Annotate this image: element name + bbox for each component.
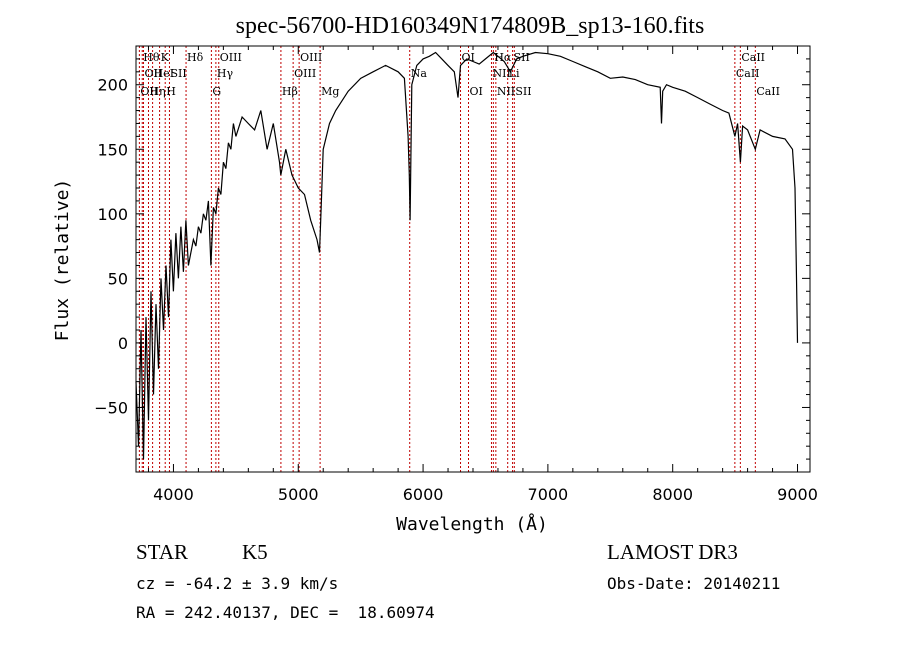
marker-label: Hη	[149, 85, 165, 98]
x-axis: 4000 5000 6000 7000 8000 9000	[147, 46, 818, 504]
redshift-velocity: cz = -64.2 ± 3.9 km/s	[136, 574, 339, 593]
marker-label: K	[161, 51, 170, 64]
x-tick-label: 8000	[652, 485, 693, 504]
marker-label: CaII	[741, 51, 765, 64]
marker-label: G	[212, 85, 221, 98]
spectrum-line	[135, 51, 799, 460]
marker-label: Hγ	[217, 67, 234, 80]
x-tick-label: 7000	[528, 485, 569, 504]
x-tick-label: 4000	[153, 485, 194, 504]
observation-date: Obs-Date: 20140211	[607, 574, 781, 593]
y-axis-label: Flux (relative)	[52, 179, 73, 342]
marker-label: SII	[170, 67, 186, 80]
y-tick-label: −50	[94, 398, 128, 417]
marker-label: Hβ	[282, 85, 298, 98]
x-tick-label: 6000	[403, 485, 444, 504]
survey-name: LAMOST DR3	[607, 540, 738, 564]
marker-label: OII	[140, 85, 158, 98]
y-tick-label: 50	[108, 269, 128, 288]
marker-label: OII	[144, 67, 162, 80]
marker-label: CaII	[736, 67, 760, 80]
marker-label: Hθ	[143, 51, 160, 64]
marker-label: HeI	[154, 67, 174, 80]
spectral-line-markers	[138, 46, 756, 472]
marker-label: NII	[497, 85, 515, 98]
marker-label: Na	[411, 67, 428, 80]
object-class: STAR	[136, 540, 188, 564]
marker-label: OIII	[300, 51, 322, 64]
chart-title: spec-56700-HD160349N174809B_sp13-160.fit…	[236, 13, 705, 39]
y-tick-label: 100	[97, 205, 128, 224]
marker-label: Li	[509, 67, 520, 80]
spectral-line-labels: OIIHθOIIHηHeIKHSIIHδGHγOIIIHβOIIIOIIIMgN…	[140, 51, 780, 98]
marker-label: H	[166, 85, 176, 98]
marker-label: SII	[514, 51, 530, 64]
marker-label: OI	[470, 85, 483, 98]
marker-label: NII	[492, 67, 510, 80]
marker-label: OIII	[294, 67, 316, 80]
marker-label: CaII	[756, 85, 780, 98]
marker-label: Hα	[494, 51, 512, 64]
y-tick-label: 200	[97, 76, 128, 95]
marker-label: Hδ	[187, 51, 204, 64]
x-axis-label: Wavelength (Å)	[396, 513, 548, 535]
marker-label: OIII	[220, 51, 242, 64]
marker-label: Mg	[321, 85, 339, 98]
coordinates: RA = 242.40137, DEC = 18.60974	[136, 603, 435, 622]
y-tick-label: 0	[118, 334, 128, 353]
object-subclass: K5	[242, 540, 268, 564]
marker-label: SII	[515, 85, 531, 98]
y-tick-label: 150	[97, 140, 128, 159]
x-tick-label: 5000	[278, 485, 319, 504]
x-tick-label: 9000	[777, 485, 818, 504]
plot-frame	[135, 45, 811, 473]
y-axis: −50 0 50 100 150 200	[94, 58, 810, 460]
